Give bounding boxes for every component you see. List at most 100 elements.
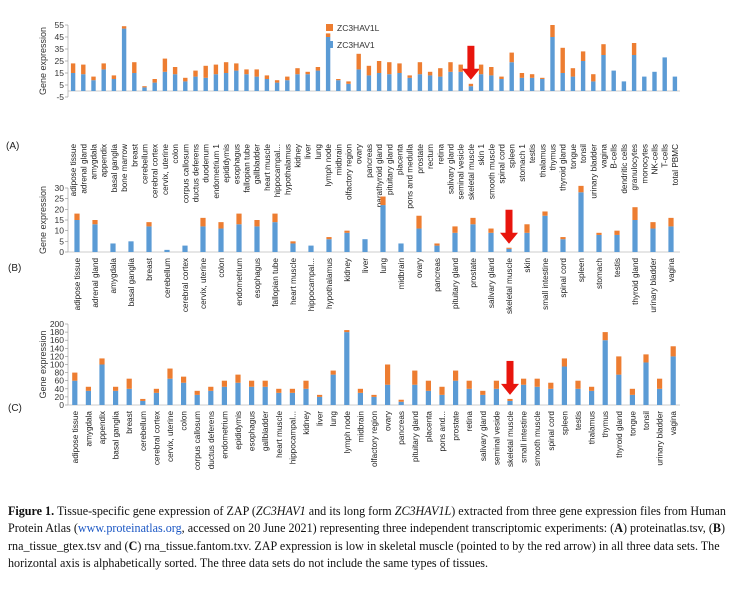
x-tick-label: tongue — [628, 411, 637, 436]
x-tick-label: monocytes — [640, 144, 649, 184]
y-tick-label: 0 — [59, 400, 64, 410]
bar-zc3hav1 — [488, 232, 494, 252]
bar-zc3hav1 — [416, 228, 422, 252]
legend-swatch — [326, 24, 333, 31]
x-tick-label: pancreas — [397, 411, 406, 445]
bar-zc3hav1 — [272, 222, 278, 252]
bar-zc3hav1 — [362, 239, 368, 252]
bar-zc3hav1l — [315, 67, 321, 71]
bar-zc3hav1 — [182, 245, 188, 252]
bar-zc3hav1 — [234, 70, 239, 91]
bar-zc3hav1 — [614, 234, 620, 252]
bar-zc3hav1l — [468, 83, 474, 87]
bar-zc3hav1l — [407, 75, 412, 78]
bar-zc3hav1l — [550, 25, 555, 37]
bar-zc3hav1 — [317, 396, 323, 405]
bar-zc3hav1l — [234, 63, 239, 71]
bar-zc3hav1l — [344, 330, 350, 333]
bar-zc3hav1l — [412, 370, 418, 385]
x-tick-label: parathyroid gland — [375, 144, 384, 208]
bar-zc3hav1 — [264, 79, 270, 91]
bar-zc3hav1 — [468, 86, 474, 91]
bar-zc3hav1 — [521, 384, 527, 405]
x-tick-label: salivary gland — [487, 258, 496, 309]
x-tick-label: hippocampal... — [273, 144, 282, 197]
bar-zc3hav1l — [632, 207, 638, 220]
bar-zc3hav1 — [290, 243, 296, 252]
bar-zc3hav1 — [218, 228, 224, 252]
bar-zc3hav1 — [466, 388, 472, 405]
bar-zc3hav1 — [452, 232, 458, 252]
bar-zc3hav1l — [254, 220, 260, 227]
bar-zc3hav1l — [548, 382, 554, 389]
y-tick-label: 25 — [55, 194, 65, 204]
x-tick-label: olfactory region — [370, 411, 379, 467]
bar-zc3hav1 — [330, 374, 336, 405]
bar-zc3hav1l — [643, 354, 649, 363]
x-tick-label: gallbladder — [261, 411, 270, 451]
red-arrow-shaft — [506, 360, 514, 385]
x-tick-label: midbrain — [356, 411, 365, 443]
bar-zc3hav1 — [153, 392, 159, 405]
bar-zc3hav1 — [183, 81, 188, 91]
red-arrow-head — [461, 68, 480, 80]
bar-zc3hav1 — [499, 79, 504, 91]
bar-zc3hav1 — [657, 388, 663, 405]
bar-zc3hav1l — [589, 386, 595, 391]
bar-zc3hav1 — [519, 77, 525, 91]
bar-zc3hav1l — [417, 62, 423, 75]
x-tick-label: basal ganglia — [110, 144, 119, 193]
bar-zc3hav1l — [70, 63, 76, 73]
bar-zc3hav1 — [387, 74, 392, 91]
bar-zc3hav1l — [346, 81, 351, 84]
x-tick-label: breast — [145, 257, 154, 280]
red-arrow-head — [501, 383, 519, 395]
y-tick-label: 20 — [55, 392, 65, 402]
x-tick-label: esophagus — [232, 144, 241, 184]
bar-zc3hav1 — [453, 380, 459, 405]
bar-zc3hav1 — [249, 386, 255, 405]
y-tick-label: 55 — [55, 20, 65, 30]
bar-zc3hav1 — [561, 366, 567, 405]
x-tick-label: hypothalamus — [283, 144, 292, 195]
proteinatlas-link[interactable]: www.proteinatlas.org — [77, 521, 182, 536]
bar-zc3hav1 — [91, 80, 96, 91]
bar-zc3hav1l — [264, 75, 270, 79]
bar-zc3hav1 — [524, 232, 530, 252]
bar-zc3hav1l — [305, 71, 310, 75]
x-tick-label: spleen — [560, 411, 569, 436]
y-tick-label: 10 — [55, 226, 65, 236]
x-tick-label: amygdala — [84, 411, 93, 447]
x-tick-label: cerebral cortex — [181, 258, 190, 312]
bar-zc3hav1l — [591, 74, 596, 82]
bar-zc3hav1l — [578, 185, 584, 193]
x-tick-label: thyroid gland — [631, 258, 640, 305]
y-tick-label: 0 — [59, 247, 64, 257]
x-tick-label: kidney — [302, 410, 311, 435]
bar-zc3hav1l — [92, 220, 98, 225]
x-tick-label: pancreas — [433, 258, 442, 292]
x-tick-label: appendix — [100, 144, 109, 177]
bar-zc3hav1l — [317, 394, 323, 397]
bar-zc3hav1l — [470, 217, 476, 225]
bar-zc3hav1l — [668, 217, 674, 227]
bar-zc3hav1l — [524, 224, 530, 233]
bar-zc3hav1 — [113, 390, 119, 405]
x-tick-label: midbrain — [397, 258, 406, 290]
bar-zc3hav1 — [235, 382, 241, 405]
bar-zc3hav1 — [152, 82, 157, 91]
bar-zc3hav1 — [506, 248, 512, 252]
panel-label: (C) — [8, 403, 22, 414]
bar-zc3hav1l — [295, 68, 300, 75]
bar-zc3hav1l — [561, 358, 567, 367]
x-tick-label: prostate — [452, 411, 461, 441]
x-tick-label: vagina — [667, 258, 676, 283]
bar-zc3hav1l — [218, 222, 224, 229]
y-tick-label: 35 — [55, 44, 65, 54]
bar-zc3hav1 — [438, 76, 443, 91]
x-tick-label: colon — [217, 258, 226, 278]
bar-zc3hav1l — [303, 380, 309, 389]
x-tick-label: fallopian tube — [271, 258, 280, 307]
chart-panel-a: -5 5 15 25 35 45 55 Gene expression adipose tiss… — [6, 20, 680, 209]
bar-zc3hav1l — [366, 65, 372, 76]
